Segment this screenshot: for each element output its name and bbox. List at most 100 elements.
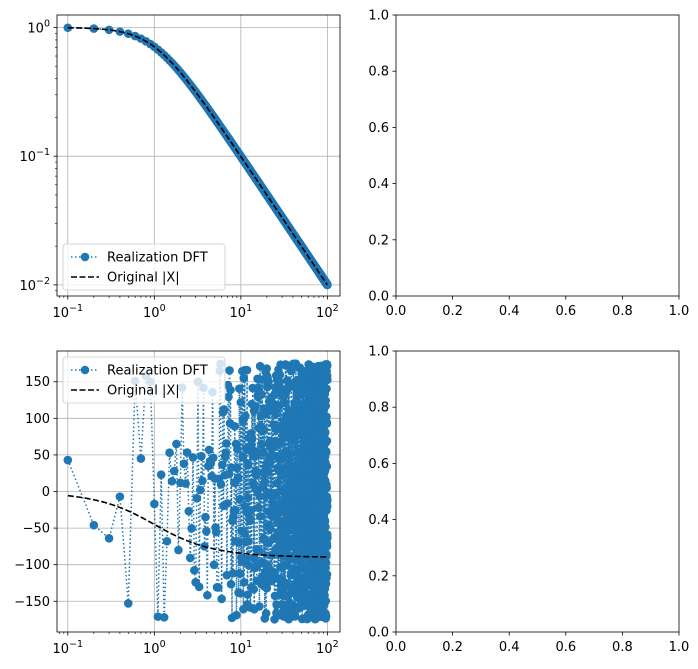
data-point <box>290 612 300 621</box>
x-tick-label: 0.8 <box>612 640 633 655</box>
data-point <box>209 560 219 570</box>
data-point <box>184 506 194 516</box>
data-point <box>123 599 133 608</box>
data-point <box>322 436 332 446</box>
data-point <box>290 434 299 444</box>
data-point <box>230 506 240 515</box>
data-point <box>321 558 331 568</box>
data-point <box>239 578 249 587</box>
y-tick-label: 50 <box>33 448 50 463</box>
legend-item: Original |X| <box>71 384 180 399</box>
y-tick-label: 0.4 <box>368 513 389 528</box>
data-point <box>226 385 235 395</box>
x-tick-label: 10−1 <box>53 303 84 321</box>
data-point <box>188 453 198 462</box>
data-point <box>201 512 210 522</box>
y-tick-label: 100 <box>27 18 50 36</box>
data-point <box>266 524 275 534</box>
y-tick-label: 0.2 <box>368 569 389 584</box>
data-point <box>258 447 268 456</box>
data-point <box>255 492 264 501</box>
data-point <box>250 554 259 563</box>
data-point <box>322 542 332 551</box>
data-point <box>104 534 114 543</box>
data-point <box>222 439 231 448</box>
legend-item: Original |X| <box>71 271 180 286</box>
data-point <box>187 524 196 533</box>
data-point <box>266 457 275 467</box>
data-point <box>243 493 253 503</box>
y-tick-label: 10−1 <box>19 147 50 165</box>
data-point <box>285 500 294 509</box>
data-point <box>240 528 249 538</box>
data-point <box>275 370 285 380</box>
data-point <box>274 591 283 600</box>
axes-frame <box>56 14 341 297</box>
data-point <box>245 516 255 526</box>
data-point <box>288 484 298 494</box>
data-point <box>234 538 244 547</box>
data-point <box>197 451 206 461</box>
data-point <box>246 506 255 515</box>
data-point <box>321 611 331 621</box>
data-point <box>232 610 241 620</box>
x-tick-label: 0.0 <box>386 304 407 319</box>
legend-frame <box>62 243 226 291</box>
data-point <box>322 384 331 393</box>
data-point <box>211 527 221 537</box>
data-point <box>321 401 331 411</box>
x-tick-label: 100 <box>143 639 166 657</box>
y-tick-label: 0.0 <box>368 290 389 305</box>
data-point <box>185 553 195 563</box>
axes-frame <box>395 14 680 297</box>
data-point <box>323 533 332 543</box>
data-point <box>250 401 260 411</box>
series-markers-realization <box>63 359 332 624</box>
data-point <box>198 476 207 486</box>
legend-label: Original |X| <box>107 271 180 286</box>
data-point <box>256 511 265 521</box>
data-point <box>269 489 279 498</box>
data-point <box>264 377 273 387</box>
data-point <box>235 569 245 578</box>
legend-label: Original |X| <box>107 384 180 399</box>
x-tick-label: 101 <box>230 303 253 321</box>
data-point <box>228 568 238 578</box>
data-point <box>249 585 259 594</box>
data-point <box>216 480 226 489</box>
data-point <box>243 590 252 599</box>
data-point <box>214 583 223 592</box>
x-tick-label: 100 <box>143 303 166 321</box>
data-point <box>321 596 331 606</box>
series-line-original <box>67 494 328 558</box>
y-tick-label: 0.0 <box>368 626 389 641</box>
data-point <box>296 425 306 435</box>
x-tick-label: 102 <box>316 639 339 657</box>
y-tick-label: −150 <box>14 595 50 610</box>
legend-label: Realization DFT <box>107 364 208 379</box>
x-tick-label: 101 <box>230 639 253 657</box>
data-point <box>223 499 232 508</box>
data-point <box>321 522 330 532</box>
data-point <box>233 473 243 482</box>
y-tick-label: 0 <box>42 485 50 500</box>
data-point <box>238 452 247 462</box>
legend-marker <box>80 252 90 262</box>
legend-item: Realization DFT <box>71 251 208 266</box>
y-tick-label: −50 <box>23 522 50 537</box>
plot-area <box>63 359 332 624</box>
legend: Realization DFT Original |X| <box>62 243 226 291</box>
data-point <box>172 439 181 449</box>
data-point <box>321 448 331 457</box>
data-point <box>165 448 174 458</box>
data-point <box>255 361 265 371</box>
y-tick-label: 0.8 <box>368 65 389 80</box>
data-point <box>63 455 73 465</box>
data-point <box>202 526 211 536</box>
data-point <box>192 493 202 503</box>
data-point <box>244 459 253 469</box>
x-tick-label: 0.6 <box>555 640 576 655</box>
data-point <box>194 582 204 592</box>
y-tick-label: 0.6 <box>368 457 389 472</box>
